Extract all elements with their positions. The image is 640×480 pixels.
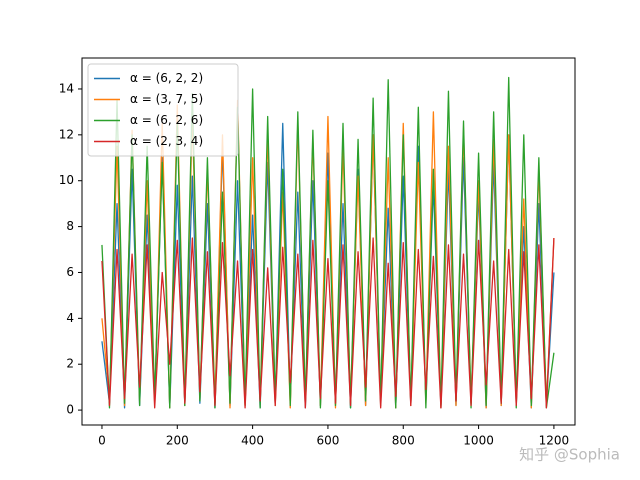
x-tick-label: 800 [392,434,415,448]
y-tick-label: 12 [59,127,74,141]
x-tick-label: 1000 [463,434,494,448]
y-tick-label: 0 [66,403,74,417]
legend-label: α = (6, 2, 2) [130,71,203,85]
y-tick-label: 4 [66,311,74,325]
watermark: 知乎 @Sophia [519,446,620,464]
x-tick-label: 0 [98,434,106,448]
x-tick-label: 200 [166,434,189,448]
y-tick-label: 14 [59,81,74,95]
legend-box [87,63,239,157]
x-tick-label: 400 [241,434,264,448]
y-tick-label: 2 [66,357,74,371]
series-line [101,237,555,409]
legend-label: α = (6, 2, 6) [130,113,203,127]
legend-label: α = (2, 3, 4) [130,134,203,148]
x-tick-label: 600 [316,434,339,448]
y-tick-label: 10 [59,173,74,187]
plot-frame [81,57,576,426]
x-tick-label: 1200 [539,434,570,448]
legend-label: α = (3, 7, 5) [130,92,203,106]
y-tick-label: 6 [66,265,74,279]
y-tick-label: 8 [66,219,74,233]
